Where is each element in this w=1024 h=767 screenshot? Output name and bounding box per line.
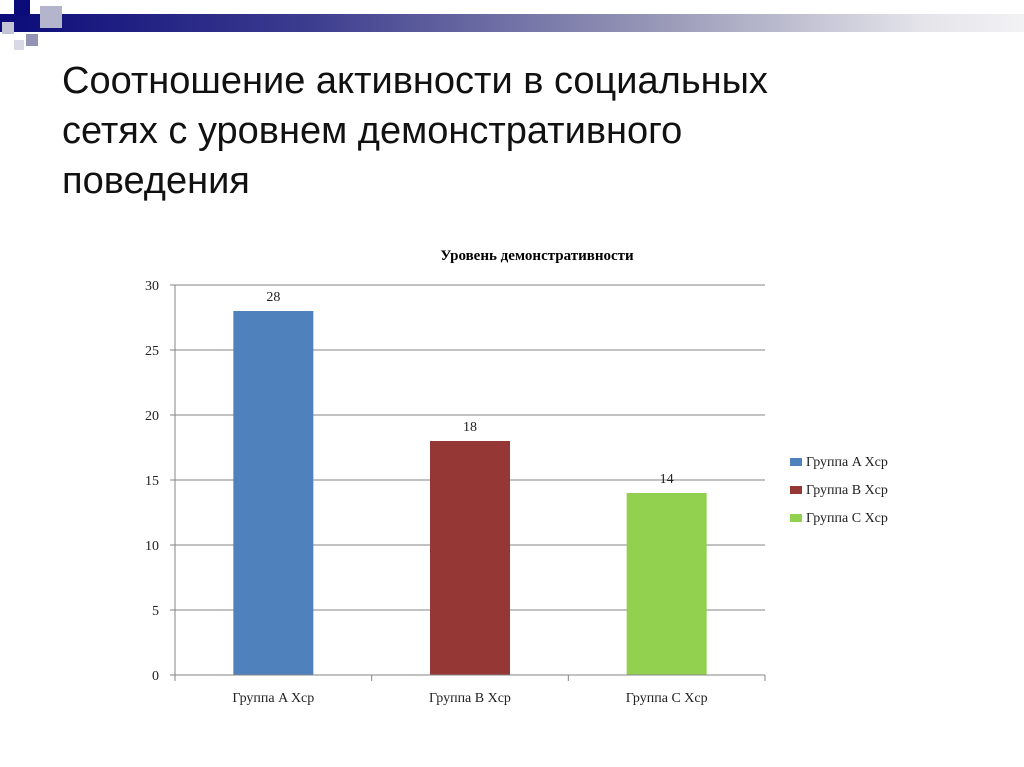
deco-square-2 [40,6,62,28]
x-tick-label-2: Группа B Хср [429,691,511,706]
bars [233,311,707,675]
legend-label-2: Группа B Хср [806,483,888,498]
x-tick-label-3: Группа C Хср [626,691,708,706]
legend-label-1: Группа A Хср [806,455,888,470]
legend-swatch-3 [790,514,802,522]
data-label-3: 14 [660,472,674,487]
slide-title-line-2: сетях с уровнем демонстративного [62,110,683,152]
slide-title-line-3: поведения [62,160,250,202]
y-tick-label: 20 [145,409,159,424]
deco-square-4 [26,34,38,46]
bar-3 [626,493,707,675]
deco-square-1 [14,0,30,16]
slide-title-line-1: Соотношение активности в социальных [62,60,768,102]
bar-1 [233,311,314,675]
legend: Группа A Хср Группа B Хср Группа C Хср [790,455,888,526]
legend-swatch-1 [790,458,802,466]
slide-title: Соотношение активности в социальных сетя… [62,56,962,206]
y-tick-label: 15 [145,474,159,489]
header-gradient-bar [0,14,1024,32]
y-tick-label: 0 [152,669,159,684]
y-tick-label: 25 [145,344,159,359]
chart-title: Уровень демонстративности [440,248,634,264]
data-label-2: 18 [463,420,477,435]
data-label-1: 28 [266,290,280,305]
deco-square-3 [2,22,14,34]
y-tick-label: 10 [145,539,159,554]
x-tick-label-1: Группа A Хср [232,691,314,706]
bar-2 [430,441,510,675]
legend-swatch-2 [790,486,802,494]
legend-label-3: Группа C Хср [806,511,888,526]
data-labels: 28 18 14 [266,290,673,487]
y-tick-label: 30 [145,279,159,294]
deco-square-5 [14,40,24,50]
axes: 0 5 10 15 20 25 30 Группа A Хср Группа B Хср Груп… [145,279,766,706]
y-tick-label: 5 [152,604,159,619]
